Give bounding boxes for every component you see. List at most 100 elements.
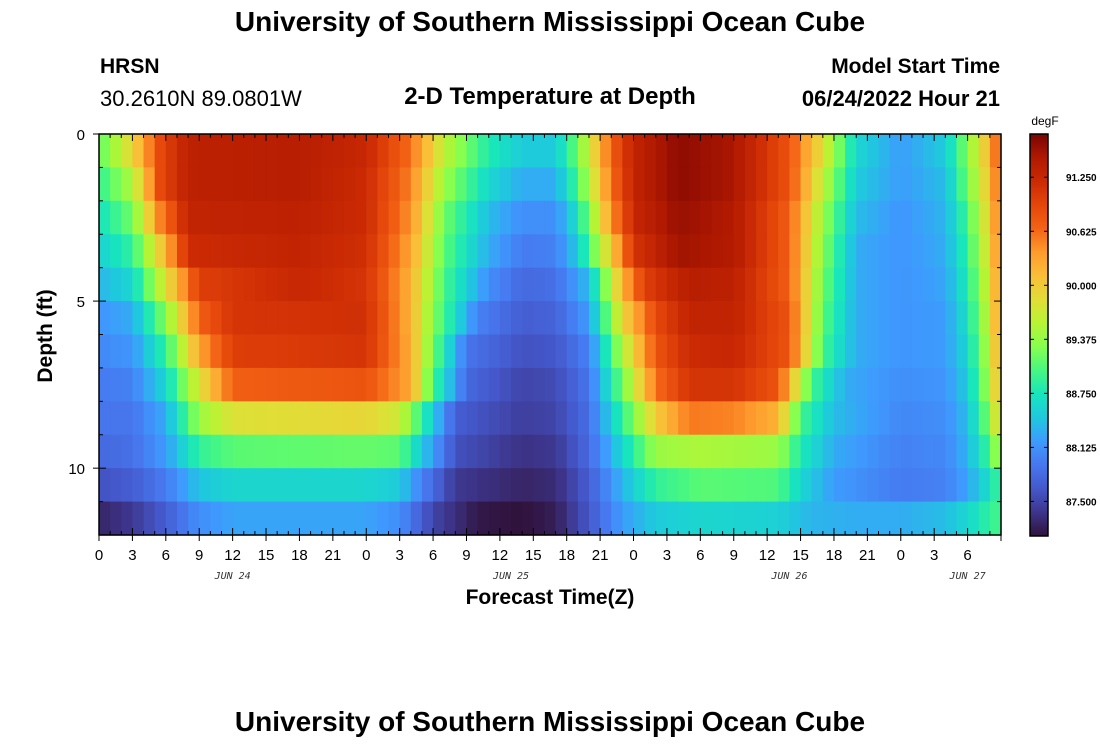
heatmap-cell (221, 468, 234, 503)
heatmap-cell (488, 401, 501, 436)
heatmap-cell (622, 334, 635, 369)
heatmap-cell (666, 234, 679, 269)
heatmap-cell (778, 200, 791, 235)
heatmap-cell (343, 134, 356, 169)
heatmap-cell (332, 501, 345, 536)
heatmap-cell (833, 401, 846, 436)
heatmap-cell (600, 334, 612, 369)
heatmap-cells (99, 134, 1002, 536)
heatmap-cell (588, 401, 601, 436)
heatmap-cell (433, 234, 445, 269)
heatmap-cell (577, 434, 590, 469)
heatmap-cell (277, 501, 289, 536)
heatmap-cell (488, 134, 501, 169)
heatmap-cell (210, 234, 223, 269)
heatmap-cell (210, 200, 223, 235)
heatmap-cell (967, 334, 980, 369)
heatmap-cell (577, 468, 590, 503)
heatmap-cell (566, 301, 579, 336)
heatmap-cell (511, 200, 523, 235)
heatmap-cell (332, 334, 345, 369)
heatmap-cell (711, 334, 724, 369)
heatmap-cell (878, 134, 891, 169)
heatmap-cell (288, 234, 301, 269)
heatmap-cell (800, 167, 813, 202)
heatmap-cell (689, 501, 701, 536)
heatmap-cell (499, 167, 512, 202)
heatmap-cell (433, 334, 445, 369)
heatmap-cell (176, 134, 189, 169)
heatmap-cell (266, 468, 278, 503)
heatmap-cell (744, 200, 757, 235)
heatmap-cell (421, 334, 434, 369)
x-tick-label: 3 (930, 547, 938, 564)
heatmap-cell (756, 134, 768, 169)
colorbar-tick-label: 91.250 (1066, 173, 1097, 184)
heatmap-cell (566, 234, 579, 269)
heatmap-cell (499, 401, 512, 436)
heatmap-cell (756, 267, 768, 302)
colorbar-unit-label: degF (1031, 114, 1058, 128)
heatmap-cell (388, 301, 401, 336)
heatmap-cell (611, 167, 623, 202)
heatmap-cell (511, 134, 523, 169)
heatmap-cell (911, 267, 924, 302)
heatmap-cell (188, 301, 200, 336)
heatmap-cell (332, 301, 345, 336)
heatmap-cell (188, 334, 200, 369)
heatmap-cell (544, 367, 557, 402)
heatmap-cell (911, 401, 924, 436)
heatmap-cell (555, 167, 568, 202)
heatmap-cell (366, 468, 378, 503)
heatmap-cell (399, 434, 412, 469)
heatmap-cell (388, 134, 401, 169)
heatmap-cell (945, 367, 958, 402)
heatmap-cell (477, 468, 490, 503)
heatmap-cell (622, 134, 635, 169)
heatmap-cell (399, 167, 412, 202)
heatmap-cell (243, 134, 256, 169)
heatmap-cell (923, 267, 935, 302)
heatmap-cell (199, 134, 211, 169)
heatmap-cell (856, 334, 868, 369)
heatmap-cell (410, 468, 423, 503)
heatmap-cell (833, 267, 846, 302)
heatmap-cell (254, 134, 267, 169)
heatmap-cell (588, 234, 601, 269)
heatmap-cell (444, 401, 456, 436)
heatmap-cell (176, 501, 189, 536)
heatmap-cell (243, 367, 256, 402)
heatmap-cell (455, 167, 468, 202)
heatmap-cell (722, 200, 735, 235)
heatmap-cell (655, 501, 668, 536)
date-labels: JUN 24 JUN 25 JUN 26 JUN 27 (214, 571, 986, 582)
heatmap-cell (477, 301, 490, 336)
heatmap-cell (210, 167, 223, 202)
heatmap-cell (121, 267, 134, 302)
heatmap-cell (499, 134, 512, 169)
heatmap-cell (288, 434, 301, 469)
heatmap-cell (911, 501, 924, 536)
heatmap-cell (332, 367, 345, 402)
heatmap-cell (132, 367, 145, 402)
x-tick-label: 0 (629, 547, 637, 564)
heatmap-cell (744, 134, 757, 169)
heatmap-cell (566, 267, 579, 302)
heatmap-cell (611, 434, 623, 469)
heatmap-cell (332, 134, 345, 169)
heatmap-cell (377, 134, 390, 169)
heatmap-cell (533, 401, 546, 436)
heatmap-cell (822, 468, 835, 503)
heatmap-cell (199, 367, 211, 402)
heatmap-cell (399, 234, 412, 269)
heatmap-cell (789, 501, 802, 536)
heatmap-cell (288, 301, 301, 336)
heatmap-cell (310, 134, 323, 169)
heatmap-cell (477, 234, 490, 269)
heatmap-cell (789, 468, 802, 503)
heatmap-cell (911, 134, 924, 169)
heatmap-cell (355, 367, 367, 402)
heatmap-cell (967, 267, 980, 302)
heatmap-cell (633, 234, 646, 269)
heatmap-cell (744, 367, 757, 402)
